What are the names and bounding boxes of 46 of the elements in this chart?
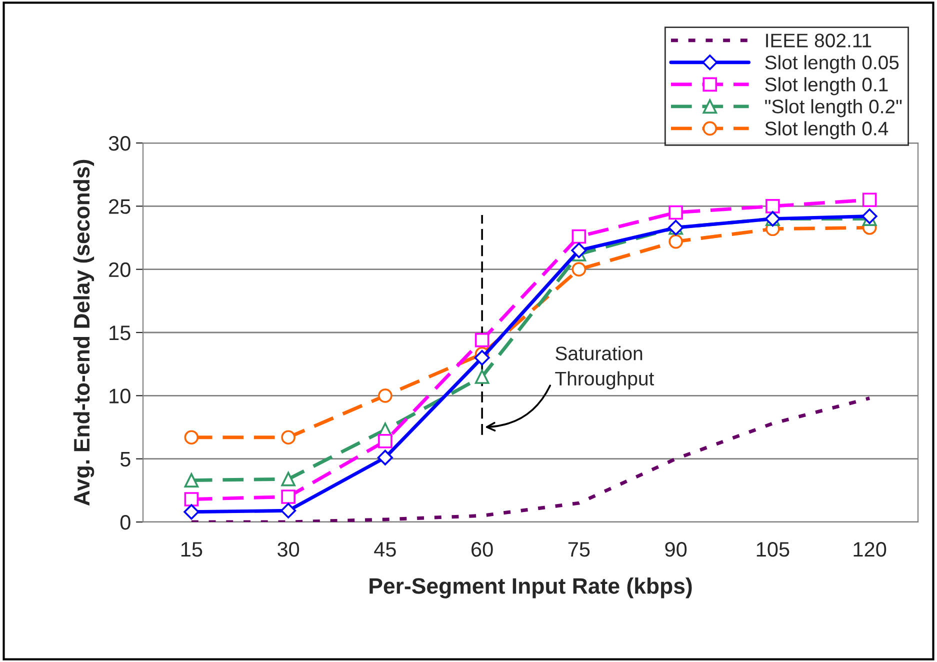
legend-label: Slot length 0.4 (765, 121, 888, 140)
x-tick-label: 90 (665, 542, 687, 557)
point (377, 450, 393, 466)
y-tick-label: 0 (120, 515, 130, 530)
x-tick-label: 45 (374, 542, 396, 557)
point (668, 205, 683, 220)
point (668, 234, 683, 249)
y-tick-label: 5 (120, 452, 130, 467)
x-tick-label: 75 (568, 542, 590, 557)
point (184, 492, 199, 506)
y-tick-label: 10 (110, 388, 130, 404)
y-tick-label: 20 (109, 262, 130, 278)
x-tick-label: 105 (756, 542, 790, 557)
x-axis-title: Per-Segment Input Rate (kbps) (370, 578, 692, 598)
point (378, 434, 392, 448)
point (281, 430, 296, 445)
point (572, 262, 586, 276)
legend-label: Slot length 0.1 (765, 77, 888, 96)
point (281, 472, 296, 486)
line-series (190, 396, 872, 522)
y-tick-label: 30 (108, 136, 130, 151)
legend-label: IEEE 802.11 (766, 34, 872, 48)
x-tick-label: 15 (181, 542, 202, 557)
point (281, 490, 296, 504)
x-tick-label: 120 (854, 542, 886, 557)
point (766, 199, 780, 214)
point (184, 430, 199, 445)
point (378, 388, 392, 403)
y-tick-label: 15 (110, 326, 130, 340)
point (184, 473, 199, 488)
point (474, 332, 490, 348)
point (280, 502, 296, 518)
point (572, 229, 586, 244)
point (474, 350, 490, 366)
legend-label: Slot length 0.05 (765, 55, 899, 74)
point (571, 242, 587, 258)
point (862, 208, 878, 224)
legend-label: "Slot length 0.2" (765, 99, 902, 118)
point (474, 370, 490, 384)
point (184, 504, 200, 520)
y-axis-title: Avg. End-to-end Delay (seconds) (73, 160, 94, 506)
point (862, 192, 877, 208)
x-tick-label: 30 (278, 542, 300, 557)
y-tick-label: 25 (109, 199, 130, 214)
x-tick-label: 60 (472, 542, 493, 557)
annotation: Saturation Throughput (555, 346, 654, 390)
